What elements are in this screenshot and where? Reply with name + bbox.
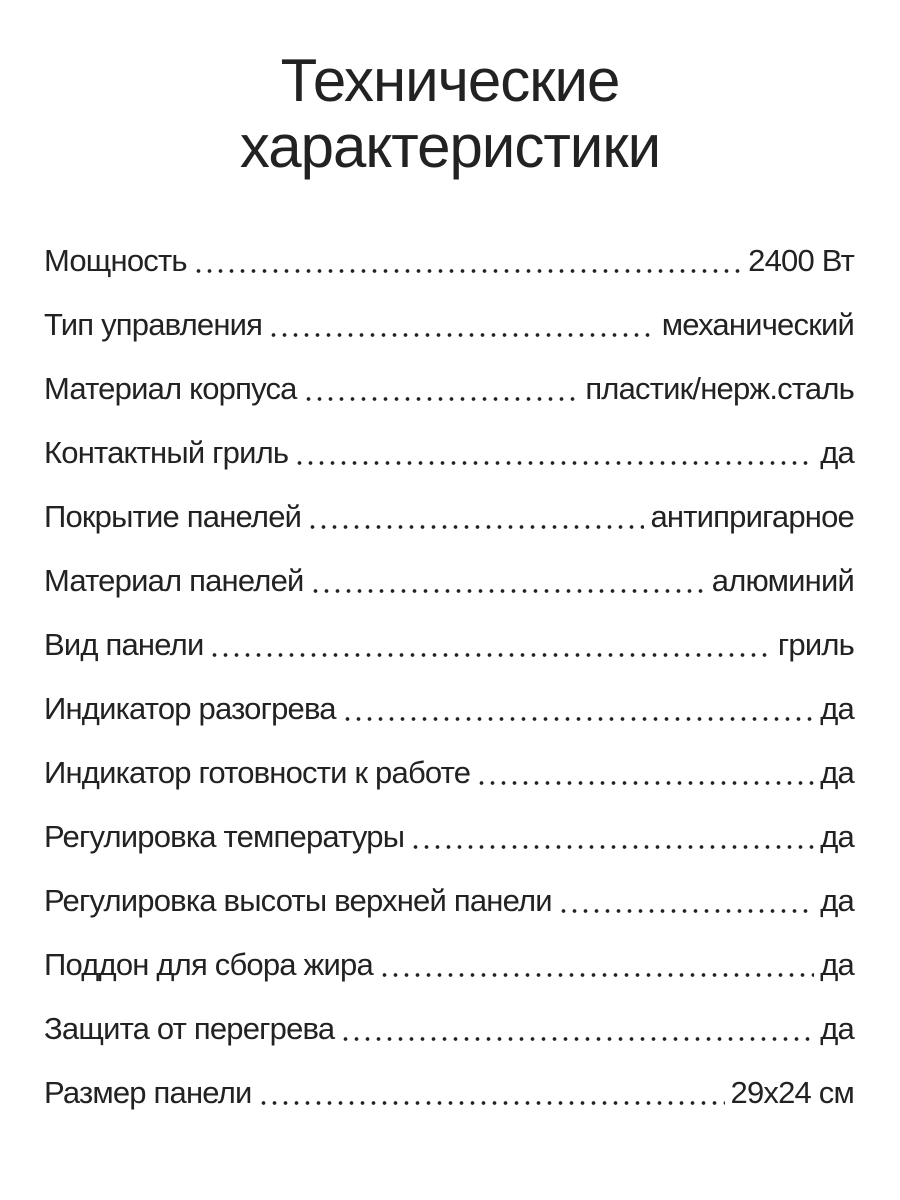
spec-row: Индикатор готовности к работе да [44,744,855,808]
spec-label: Мощность [44,243,188,278]
spec-value: да [820,435,855,470]
dot-leader [557,904,815,914]
spec-value: 29x24 см [730,1075,855,1110]
dot-leader [268,328,656,338]
spec-value: да [820,947,855,982]
spec-row: Материал панелей алюминий [44,552,855,616]
spec-value: 2400 Вт [748,243,855,278]
spec-value: да [820,755,855,790]
spec-row: Материал корпуса пластик/нерж.сталь [44,360,855,424]
spec-value: механический [661,307,855,342]
spec-label: Вид панели [44,627,204,662]
spec-label: Регулировка высоты верхней панели [44,883,553,918]
spec-value: гриль [777,627,855,662]
spec-row: Регулировка температуры да [44,808,855,872]
spec-value: да [820,819,855,854]
dot-leader [307,520,645,530]
spec-label: Контактный гриль [44,435,289,470]
spec-list: Мощность 2400 Вт Тип управления механически… [44,232,855,1128]
spec-label: Материал корпуса [44,371,297,406]
dot-leader [294,456,815,466]
dot-leader [192,264,743,274]
page-title: Технические характеристики [0,48,900,180]
spec-label: Покрытие панелей [44,499,302,534]
spec-row: Покрытие панелей антипригарное [44,488,855,552]
spec-label: Тип управления [44,307,263,342]
spec-row: Мощность 2400 Вт [44,232,855,296]
dot-leader [410,840,815,850]
spec-label: Регулировка температуры [44,819,405,854]
spec-label: Защита от перегрева [44,1011,335,1046]
spec-label: Материал панелей [44,563,304,598]
spec-value: антипригарное [650,499,854,534]
spec-row: Контактный гриль да [44,424,855,488]
dot-leader [209,648,772,658]
spec-row: Тип управления механический [44,296,855,360]
dot-leader [257,1096,725,1106]
title-line-2: характеристики [239,113,661,180]
spec-label: Поддон для сбора жира [44,947,374,982]
spec-label: Индикатор разогрева [44,691,337,726]
dot-leader [309,584,706,594]
spec-value: алюминий [711,563,855,598]
dot-leader [340,1032,815,1042]
spec-value: пластик/нерж.сталь [585,371,854,406]
spec-row: Поддон для сбора жира да [44,936,855,1000]
spec-value: да [820,883,855,918]
dot-leader [378,968,815,978]
spec-value: да [820,691,855,726]
dot-leader [341,712,815,722]
spec-label: Индикатор готовности к работе [44,755,471,790]
spec-value: да [820,1011,855,1046]
spec-row: Индикатор разогрева да [44,680,855,744]
spec-row: Защита от перегрева да [44,1000,855,1064]
spec-row: Вид панели гриль [44,616,855,680]
dot-leader [476,776,815,786]
spec-label: Размер панели [44,1075,252,1110]
title-line-1: Технические [280,47,621,114]
dot-leader [302,392,580,402]
spec-row: Размер панели 29x24 см [44,1064,855,1128]
spec-row: Регулировка высоты верхней панели да [44,872,855,936]
